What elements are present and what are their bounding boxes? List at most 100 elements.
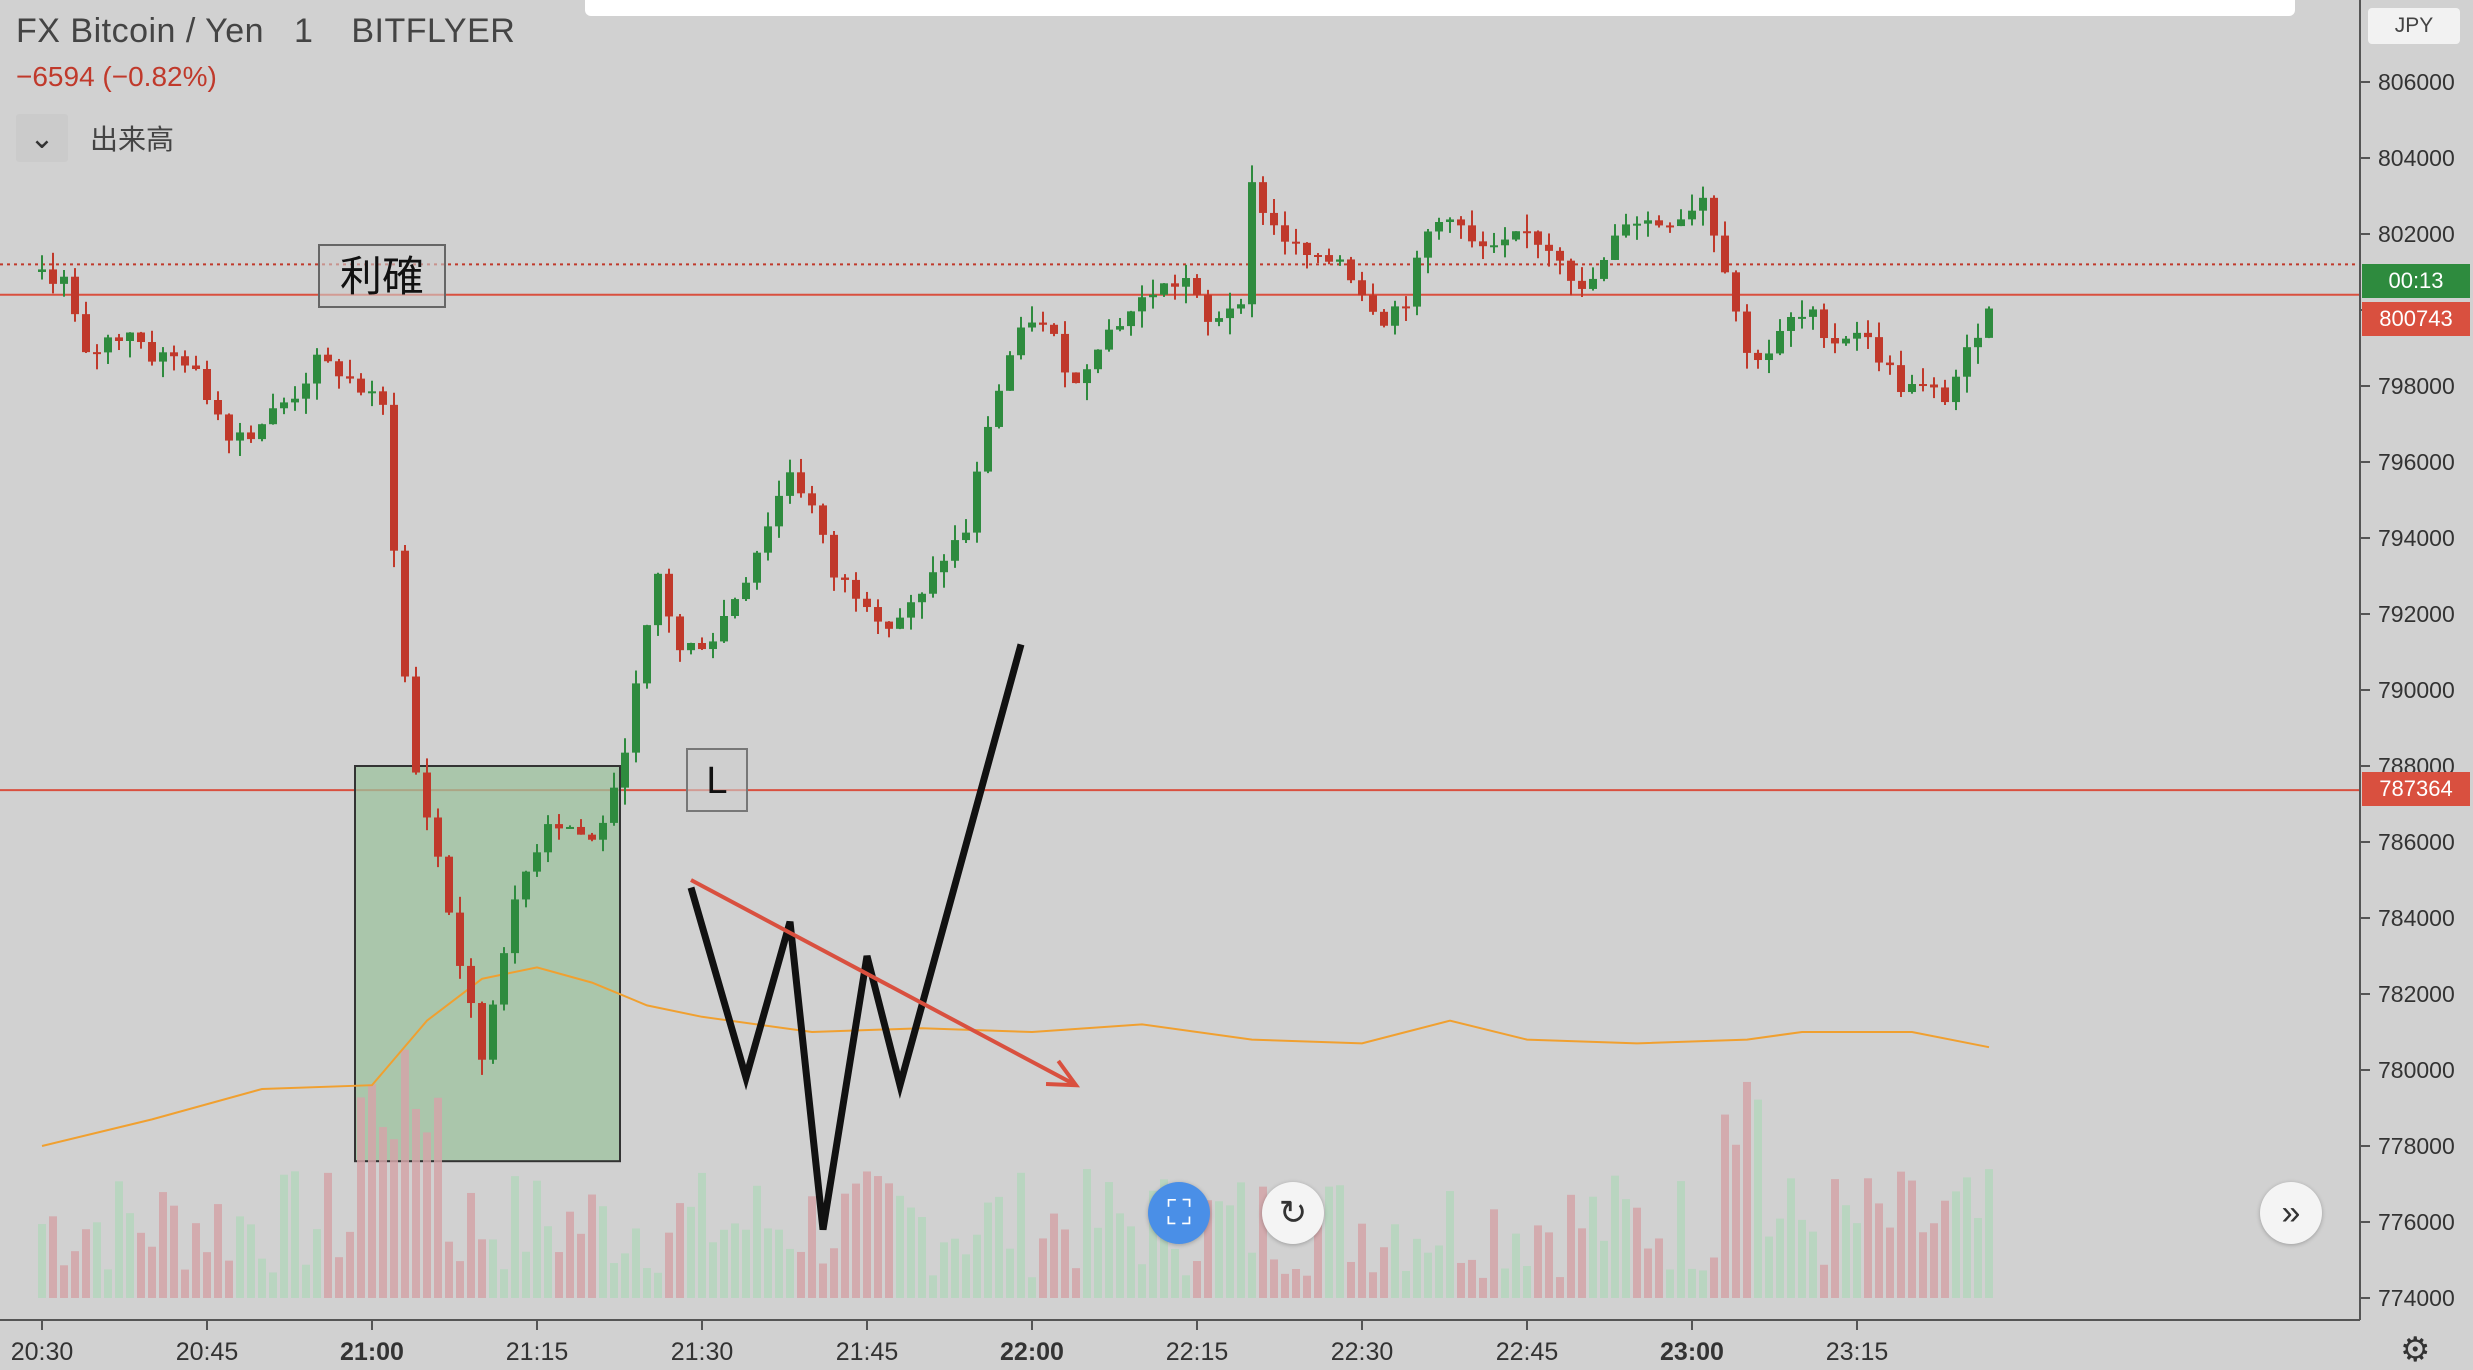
candle-body [1215,318,1223,322]
volume-bar [1666,1269,1674,1298]
candle-body [1545,244,1553,251]
candle-body [1270,212,1278,226]
volume-bar [1270,1259,1278,1298]
price-tick-label: 792000 [2378,601,2455,627]
candle-body [1512,231,1520,240]
volume-bar [709,1242,717,1298]
price-tick-label: 786000 [2378,829,2455,855]
candle-body [181,356,189,366]
candle-body [544,824,552,853]
time-tick-label: 20:30 [11,1338,74,1366]
volume-bar [632,1228,640,1298]
candle-body [1897,365,1905,393]
candle-body [951,540,959,561]
volume-bar [1831,1179,1839,1298]
volume-bar [1941,1200,1949,1298]
interval: 1 [294,12,314,50]
symbol-title[interactable]: FX Bitcoin / Yen 1 BITFLYER [16,12,515,51]
volume-bar [665,1232,673,1298]
candle-body [1908,384,1916,393]
candle-body [1589,278,1597,289]
price-tick-label: 794000 [2378,525,2455,551]
volume-bar [1952,1191,1960,1298]
candle-body [1413,257,1421,307]
volume-bar [797,1251,805,1298]
candle-body [1017,327,1025,356]
candle-body [412,676,420,773]
candle-body [929,572,937,594]
candle-body [1193,278,1201,295]
candle-body [984,426,992,472]
long-position-label[interactable]: L [686,748,748,812]
price-tick-label: 776000 [2378,1209,2455,1235]
volume-bar [1809,1231,1817,1298]
candle-body [82,314,90,353]
candle-body [599,822,607,840]
candle-body [1138,297,1146,312]
volume-bar [1281,1273,1289,1298]
volume-bar [1116,1213,1124,1298]
candle-body [1248,182,1256,305]
volume-bar [181,1269,189,1298]
price-tick-label: 806000 [2378,69,2455,95]
candle-body [390,404,398,551]
candle-body [1820,309,1828,339]
candle-body [1424,231,1432,258]
volume-bar [962,1254,970,1298]
candle-body [797,472,805,494]
volume-bar [1919,1232,1927,1298]
volume-bar [1215,1201,1223,1298]
volume-bar [456,1261,464,1298]
take-profit-label[interactable]: 利確 [318,244,446,308]
candle-body [533,852,541,872]
candle-body [1556,250,1564,261]
candle-body [1523,231,1531,234]
price-tick-label: 778000 [2378,1133,2455,1159]
candle-body [1490,245,1498,248]
reset-icon[interactable]: ↻ [1262,1182,1324,1244]
candle-body [1028,322,1036,328]
volume-bar [863,1171,871,1298]
candle-body [71,276,79,315]
volume-bar [951,1238,959,1298]
candle-body [225,414,233,441]
candle-body [1226,308,1234,319]
volume-bar [1512,1233,1520,1298]
volume-bar [291,1171,299,1298]
volume-bar [1314,1218,1322,1298]
candle-body [1666,225,1674,228]
candle-body [874,607,882,622]
candle-body [775,495,783,527]
candle-body [269,408,277,425]
chevron-down-icon[interactable]: ⌄ [16,114,68,162]
candle-body [500,953,508,1005]
double-chevron-right-icon[interactable]: » [2260,1182,2322,1244]
volume-bar [1721,1114,1729,1298]
candle-body [291,398,299,403]
volume-bar [1622,1199,1630,1298]
volume-ma-line [41,966,1990,1147]
volume-bar [786,1248,794,1298]
volume-bar [1468,1259,1476,1298]
currency-label[interactable]: JPY [2368,8,2460,44]
candle-body [1798,316,1806,319]
volume-bar [1072,1268,1080,1298]
volume-bar [940,1242,948,1298]
gear-icon[interactable]: ⚙ [2400,1331,2431,1369]
exchange: BITFLYER [351,12,516,50]
candle-body [1952,376,1960,403]
candle-body [1391,306,1399,326]
candle-body [368,391,376,394]
volume-bar [621,1253,629,1298]
volume-bar [1127,1226,1135,1298]
fit-screen-icon[interactable]: ⛶ [1148,1182,1210,1244]
candle-body [896,617,904,629]
candle-body [830,534,838,578]
volume-bar [1864,1178,1872,1298]
volume-bar [60,1265,68,1298]
volume-bar [1677,1181,1685,1298]
volume-bar [555,1252,563,1298]
candle-body [1974,337,1982,348]
candle-body [918,593,926,603]
